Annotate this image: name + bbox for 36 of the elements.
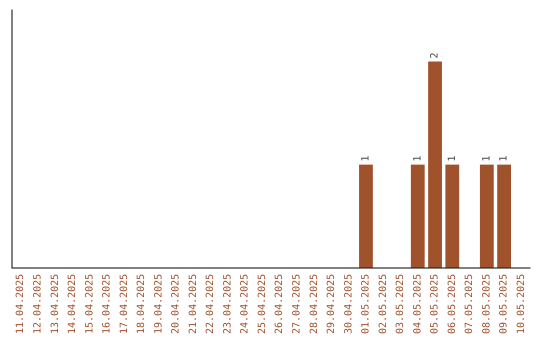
x-tick-label: 15.04.2025 [84,274,96,334]
data-label: 1 [412,156,424,162]
data-label: 1 [481,156,492,162]
x-tick-label: 21.04.2025 [188,274,199,334]
data-label: 2 [430,52,441,59]
x-tick-label: 22.04.2025 [205,274,216,334]
x-tick-label: 28.04.2025 [308,274,320,334]
x-tick-label: 01.05.2025 [360,274,372,334]
x-tick-label: 14.04.2025 [67,274,78,334]
x-tick-label: 18.04.2025 [136,274,148,334]
data-label: 1 [446,156,458,162]
x-tick-label: 05.05.2025 [430,274,441,334]
x-tick-label: 07.05.2025 [464,274,476,334]
x-tick-label: 08.05.2025 [481,274,492,334]
data-label: 1 [498,156,510,162]
x-tick-label: 26.04.2025 [274,274,286,334]
x-tick-label: 30.04.2025 [343,274,354,334]
x-tick-label: 29.04.2025 [326,274,338,334]
x-tick-label: 17.04.2025 [118,274,130,334]
x-tick-label: 27.04.2025 [291,274,302,334]
x-tick-label: 19.04.2025 [153,274,164,334]
data-label: 1 [360,156,372,162]
x-tick-label: 09.05.2025 [498,274,510,334]
x-tick-label: 12.04.2025 [32,274,44,334]
x-tick-label: 11.04.2025 [15,274,26,334]
x-tick-label: 06.05.2025 [446,274,458,334]
x-tick-label: 03.05.2025 [395,274,406,334]
x-tick-label: 24.04.2025 [240,274,251,334]
x-tick-label: 23.04.2025 [222,274,234,334]
x-tick-label: 10.05.2025 [516,274,527,334]
x-tick-label: 25.04.2025 [256,274,268,334]
x-tick-label: 13.04.2025 [50,274,61,334]
x-tick-label: 02.05.2025 [378,274,389,334]
x-tick-label: 04.05.2025 [412,274,424,334]
x-tick-label: 16.04.2025 [102,274,113,334]
x-tick-label: 20.04.2025 [170,274,182,334]
